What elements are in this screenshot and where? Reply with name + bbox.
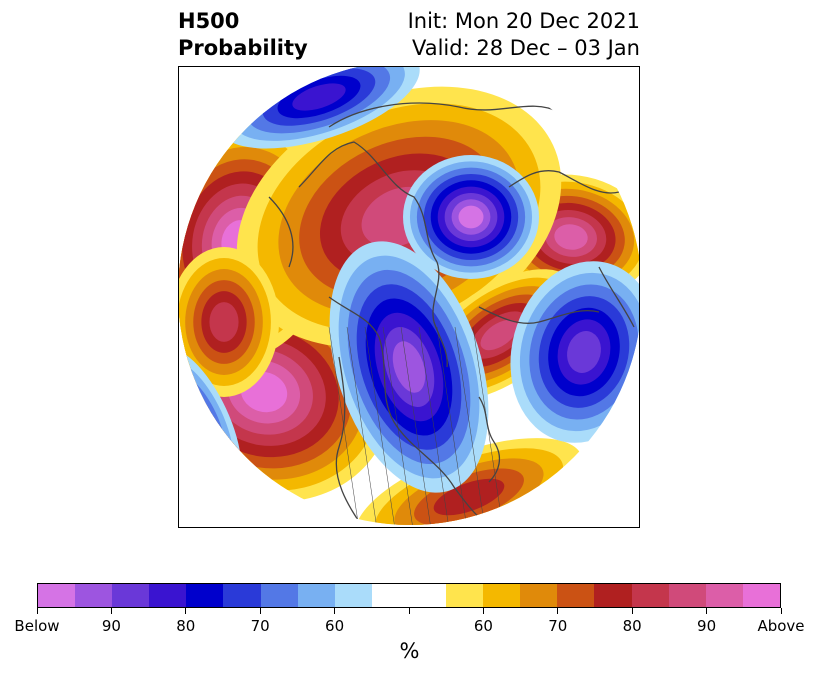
border-line: [418, 326, 450, 525]
colorbar-swatch: [260, 584, 298, 607]
colorbar-swatch: [112, 584, 150, 607]
coastline-path: [598, 266, 635, 328]
colorbar-tick-label: 90: [101, 617, 121, 635]
colorbar-tick: [259, 608, 261, 614]
init-date: Init: Mon 20 Dec 2021: [407, 9, 640, 33]
colorbar-tick-label: Above: [757, 617, 805, 635]
border-line: [472, 326, 504, 525]
colorbar-tick: [631, 608, 633, 614]
coastline-path: [432, 261, 448, 368]
colorbar-swatch: [334, 584, 372, 607]
colorbar-swatch: [520, 584, 558, 607]
colorbar-tick: [482, 608, 484, 614]
below-north-america-trough-contour: [392, 341, 426, 393]
colorbar-tick: [780, 608, 782, 614]
colorbar-swatch: [668, 584, 706, 607]
colorbar-tick-label: 70: [548, 617, 568, 635]
colorbar-tick: [110, 608, 112, 614]
above-central-pacific-ridge-contour: [209, 302, 239, 342]
colorbar-swatch: [297, 584, 335, 607]
colorbar-tick: [557, 608, 559, 614]
colorbar-tick: [185, 608, 187, 614]
colorbar-tick-label: Below: [14, 617, 60, 635]
border-line: [328, 326, 360, 525]
border-line: [436, 326, 468, 525]
colorbar-swatch: [483, 584, 521, 607]
variable-title: H500: [178, 9, 240, 33]
colorbar-swatch: [371, 584, 409, 607]
map-panel[interactable]: [178, 66, 640, 528]
colorbar-swatch: [631, 584, 669, 607]
chart-title-block: H500 Probability: [178, 8, 308, 62]
colorbar-tick-label: 80: [176, 617, 196, 635]
colorbar-swatch: [446, 584, 484, 607]
coastline-path: [335, 356, 365, 525]
border-line: [364, 326, 396, 525]
colorbar-tick-label: 60: [473, 617, 493, 635]
colorbar-tick-label: 90: [697, 617, 717, 635]
colorbar-tick: [334, 608, 336, 614]
colorbar-swatch: [594, 584, 632, 607]
colorbar-swatch: [557, 584, 595, 607]
features-layer: [179, 67, 639, 525]
colorbar-tick: [408, 608, 410, 614]
colorbar-swatch: [408, 584, 447, 607]
above-atlantic-ridge-contour: [480, 319, 518, 351]
above-southern-us-ridge: [355, 438, 583, 525]
colorbar-tick-label: 60: [325, 617, 345, 635]
border-line: [400, 326, 432, 525]
border-line: [454, 326, 486, 525]
coastlines: [268, 102, 635, 525]
coastline-path: [508, 170, 620, 194]
colorbar-swatch: [742, 584, 780, 607]
probability-field: [179, 67, 639, 525]
below-north-pacific-low: [218, 67, 420, 149]
above-europe-high-contour: [554, 224, 588, 250]
below-north-atlantic-low-contour: [567, 331, 601, 373]
colorbar-unit: %: [399, 639, 420, 663]
colorbar: [37, 583, 781, 608]
product-title: Probability: [178, 36, 308, 60]
border-line: [382, 326, 414, 525]
colorbar-swatch: [705, 584, 743, 607]
above-central-pacific-ridge: [179, 247, 279, 397]
colorbar-swatch: [149, 584, 187, 607]
date-block: Init: Mon 20 Dec 2021 Valid: 28 Dec – 03…: [408, 8, 640, 62]
below-siberia-low-contour: [458, 205, 484, 229]
colorbar-tick-label: 70: [250, 617, 270, 635]
below-siberia-low: [403, 155, 539, 279]
colorbar-tick: [706, 608, 708, 614]
valid-date: Valid: 28 Dec – 03 Jan: [411, 36, 640, 60]
colorbar-tick-label: 80: [622, 617, 642, 635]
coastline-path: [478, 396, 501, 483]
above-southern-us-ridge-contour: [433, 478, 505, 516]
colorbar-swatch: [38, 584, 76, 607]
map-canvas: [179, 67, 639, 525]
border-line: [346, 326, 378, 525]
coastline-path: [298, 141, 438, 263]
colorbar-swatch: [75, 584, 113, 607]
colorbar-swatch: [186, 584, 224, 607]
below-north-pacific-low-contour: [292, 83, 346, 111]
colorbar-tick: [36, 608, 38, 614]
colorbar-swatch: [223, 584, 261, 607]
coastline-path: [478, 306, 600, 324]
coastline-path: [268, 196, 294, 268]
coastline-path: [328, 296, 500, 525]
